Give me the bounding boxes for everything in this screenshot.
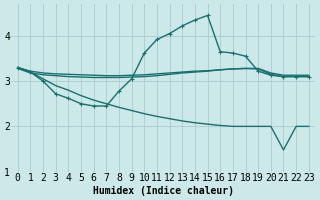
X-axis label: Humidex (Indice chaleur): Humidex (Indice chaleur): [93, 186, 234, 196]
